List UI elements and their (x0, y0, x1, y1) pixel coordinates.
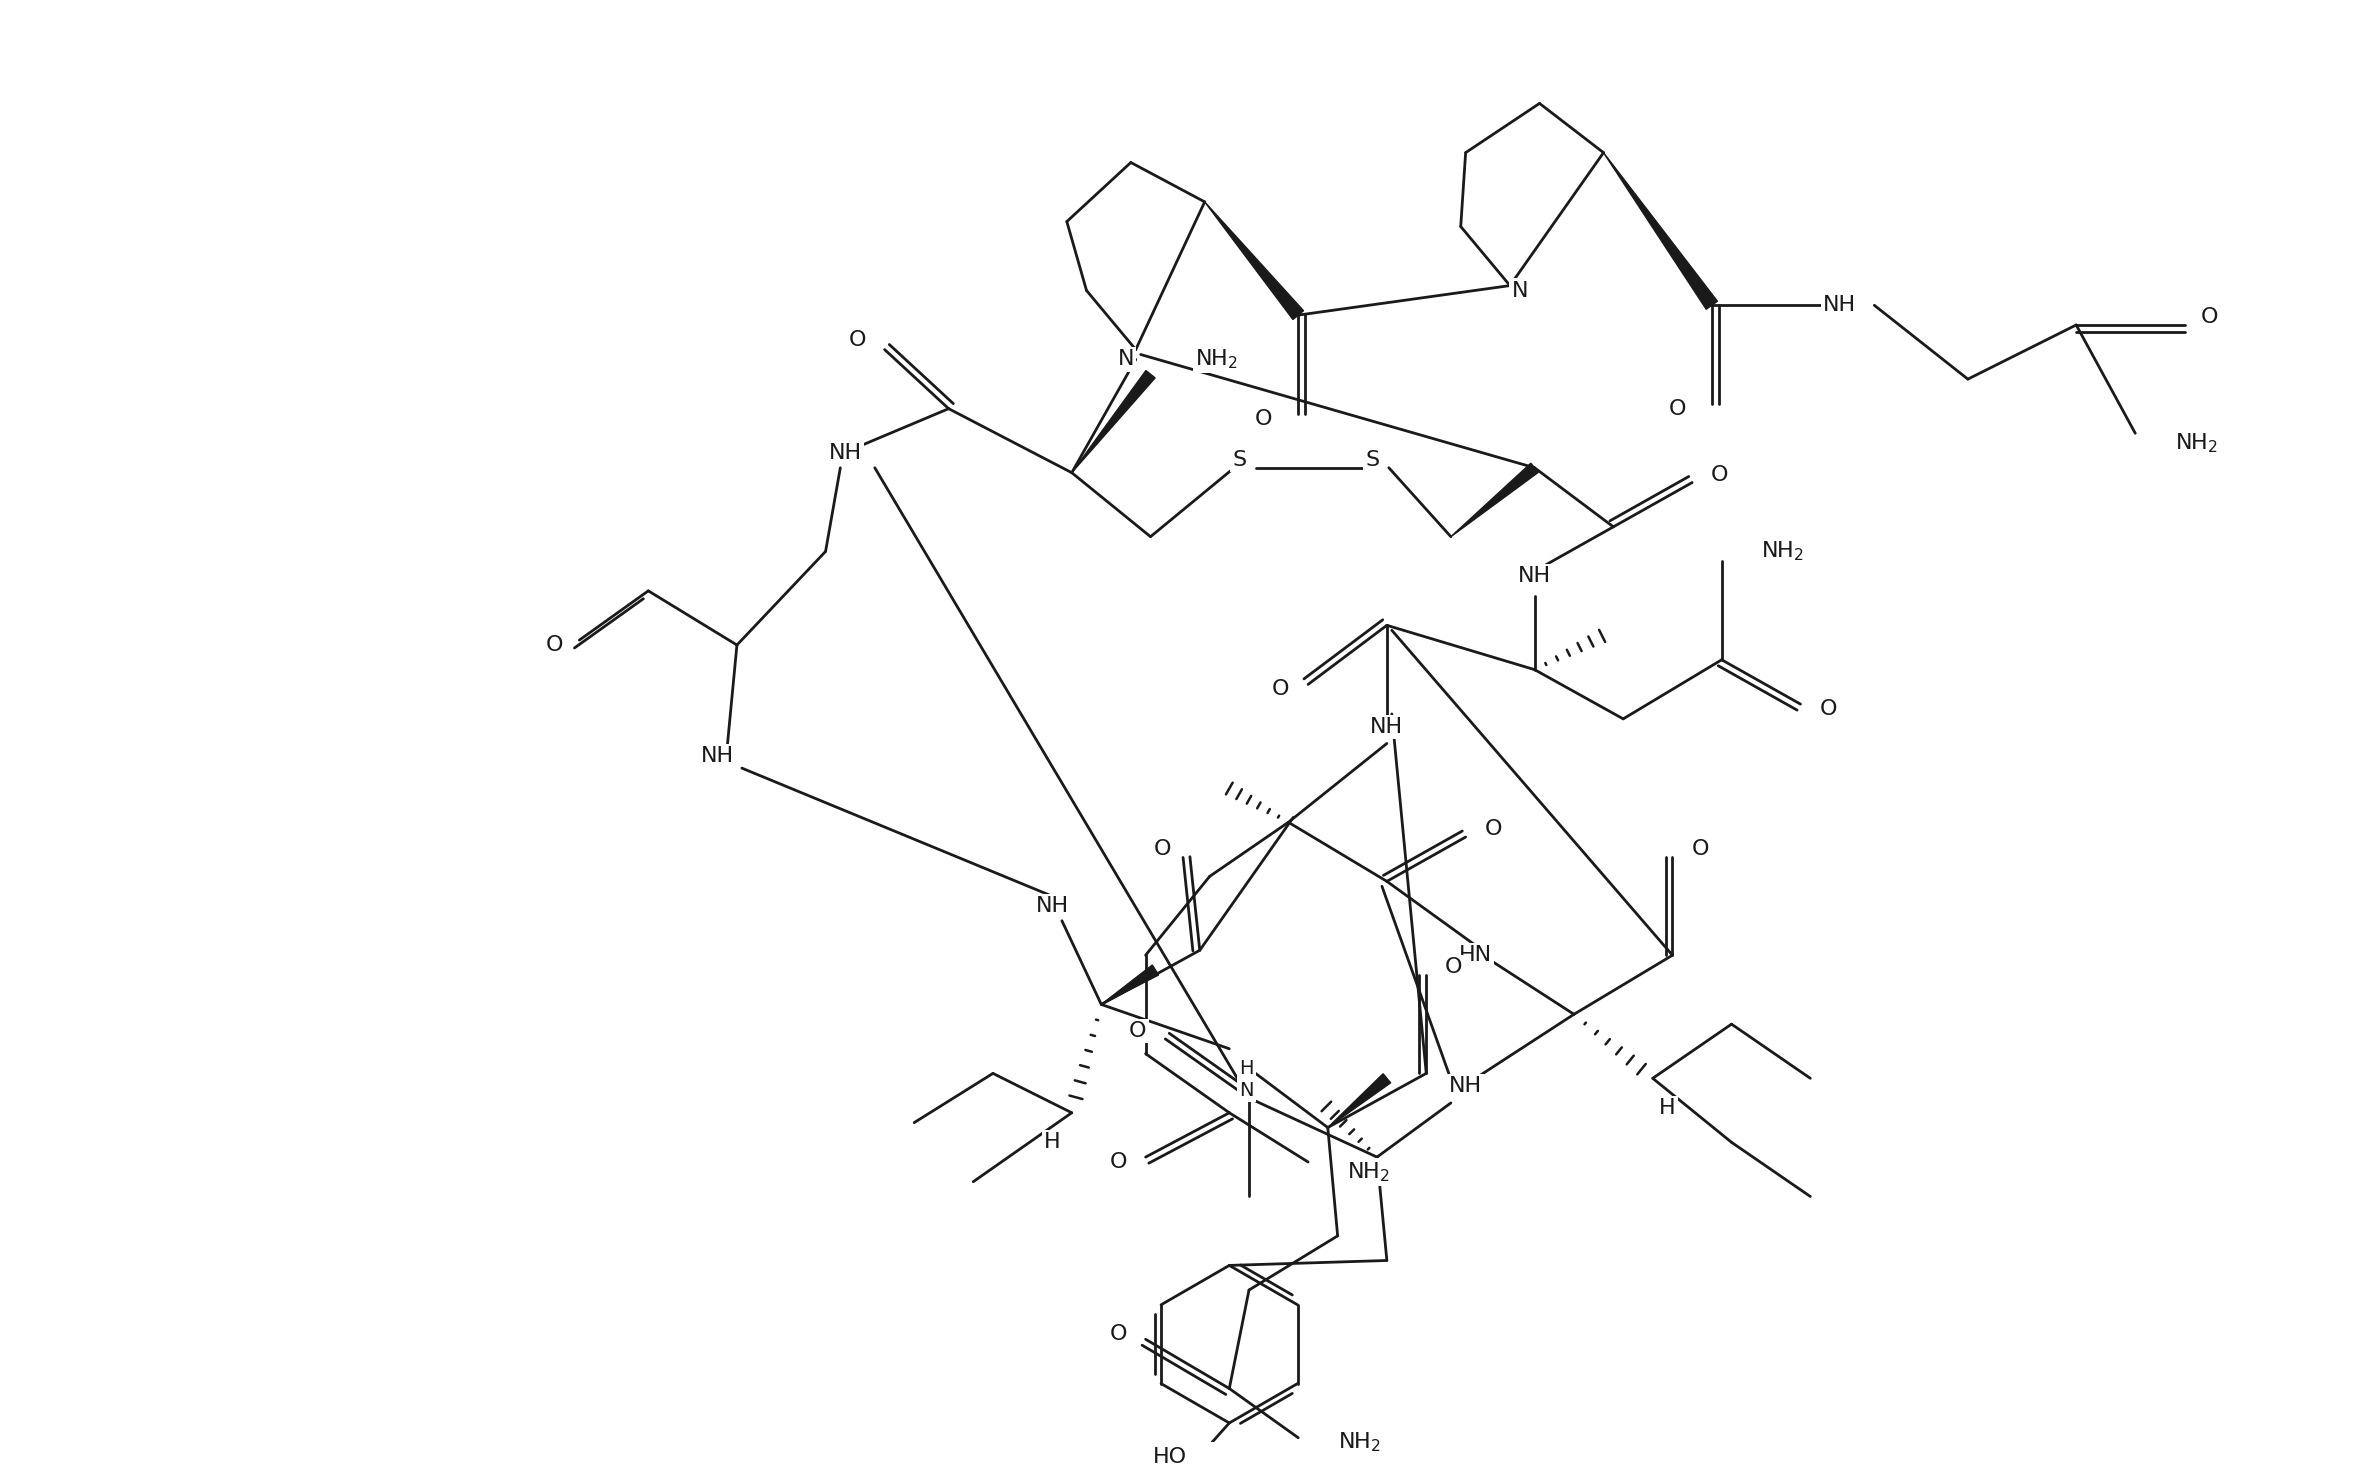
Text: NH$_2$: NH$_2$ (2175, 432, 2217, 455)
Text: N: N (1511, 281, 1528, 300)
Text: O: O (848, 329, 865, 350)
Text: O: O (1691, 839, 1708, 859)
Text: NH: NH (1450, 1076, 1483, 1097)
Text: NH: NH (701, 747, 734, 766)
Text: H
N: H N (1239, 1058, 1253, 1099)
Text: S: S (1232, 449, 1246, 470)
Text: O: O (1109, 1152, 1128, 1173)
Text: NH: NH (829, 444, 862, 463)
Text: O: O (1256, 408, 1272, 429)
Text: NH: NH (1035, 896, 1068, 916)
Text: O: O (1130, 1020, 1147, 1041)
Text: O: O (1668, 398, 1687, 419)
Polygon shape (1206, 202, 1303, 319)
Text: NH: NH (1369, 717, 1402, 736)
Text: N: N (1118, 350, 1135, 369)
Text: O: O (1819, 698, 1836, 719)
Text: NH$_2$: NH$_2$ (1348, 1159, 1391, 1184)
Text: H: H (1658, 1098, 1675, 1118)
Text: S: S (1365, 449, 1379, 470)
Polygon shape (1071, 370, 1156, 473)
Text: O: O (1109, 1325, 1128, 1344)
Text: NH$_2$: NH$_2$ (1194, 347, 1239, 372)
Text: NH$_2$: NH$_2$ (1760, 540, 1805, 564)
Text: O: O (1710, 464, 1729, 485)
Text: O: O (1485, 820, 1502, 839)
Text: NH$_2$: NH$_2$ (1338, 1430, 1381, 1454)
Text: HN: HN (1459, 946, 1492, 965)
Polygon shape (1604, 152, 1718, 309)
Polygon shape (1327, 1073, 1391, 1127)
Text: O: O (1445, 957, 1462, 976)
Text: NH: NH (1824, 296, 1857, 315)
Text: NH: NH (1519, 567, 1552, 586)
Text: HO: HO (1154, 1448, 1187, 1464)
Polygon shape (1450, 463, 1537, 537)
Text: O: O (1272, 679, 1289, 700)
Text: O: O (2201, 307, 2217, 326)
Text: O: O (545, 635, 564, 654)
Text: O: O (1154, 839, 1170, 859)
Text: H: H (1045, 1132, 1061, 1152)
Polygon shape (1102, 965, 1158, 1004)
